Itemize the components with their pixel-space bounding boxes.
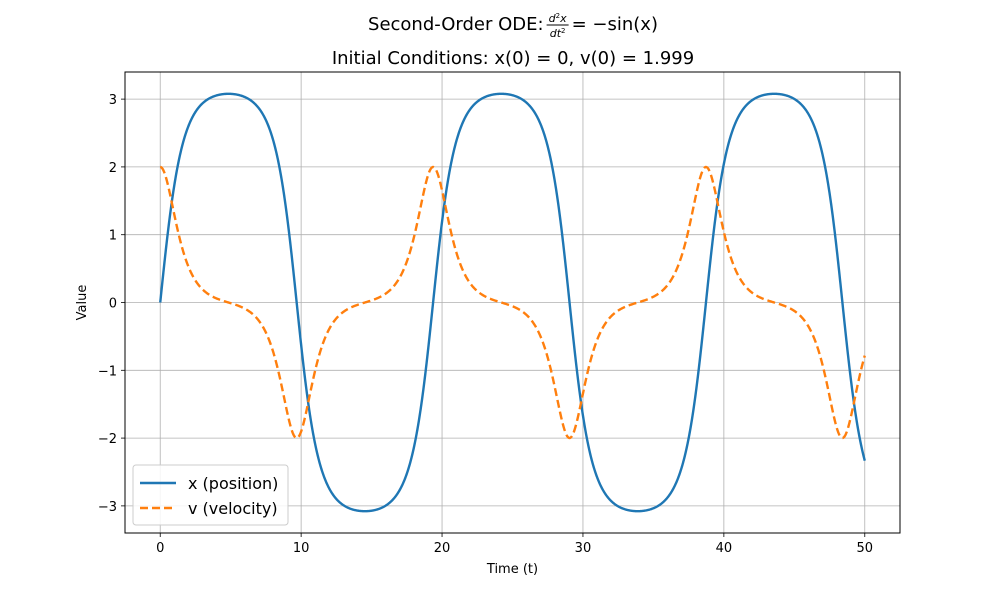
eq-denominator: dt2 (550, 27, 566, 40)
y-axis-label: Value (75, 285, 90, 321)
x-tick-label: 20 (434, 541, 451, 556)
y-tick-label: −3 (98, 500, 117, 515)
eq-rhs: = −sin(x) (572, 14, 658, 35)
series-line-x (159, 92, 866, 513)
eq-den-d: dt (550, 27, 562, 40)
y-tick-label: 0 (109, 297, 117, 312)
y-tick-label: 2 (109, 161, 117, 176)
eq-den-sup: 2 (561, 27, 565, 35)
eq-numerator: d2x (549, 12, 567, 25)
series-line-v (159, 165, 866, 440)
series-layer (159, 92, 866, 513)
eq-num-var: x (559, 12, 567, 25)
ticks: 0 10 20 30 40 50 −3 −2 −1 0 1 2 3 (98, 93, 873, 556)
x-axis-label: Time (t) (486, 562, 538, 577)
x-tick-label: 0 (156, 541, 164, 556)
x-tick-label: 30 (575, 541, 592, 556)
title-prefix: Second-Order ODE: (368, 14, 544, 35)
eq-num-d: d (549, 12, 557, 25)
chart-title-line1: Second-Order ODE: (368, 14, 544, 35)
y-tick-label: 1 (109, 229, 117, 244)
y-tick-label: −1 (98, 364, 117, 379)
chart-title-line2: Initial Conditions: x(0) = 0, v(0) = 1.9… (332, 48, 694, 69)
x-tick-label: 10 (293, 541, 310, 556)
y-tick-label: 3 (109, 93, 117, 108)
x-tick-label: 40 (716, 541, 733, 556)
x-tick-label: 50 (856, 541, 873, 556)
y-tick-label: −2 (98, 432, 117, 447)
legend-box (132, 464, 289, 526)
legend: x (position) v (velocity) (132, 464, 289, 526)
legend-label-v: v (velocity) (188, 499, 278, 518)
legend-label-x: x (position) (188, 474, 278, 493)
eq-num-sup: 2 (556, 12, 560, 20)
title-equation: d2x dt2 = −sin(x) (546, 12, 658, 40)
